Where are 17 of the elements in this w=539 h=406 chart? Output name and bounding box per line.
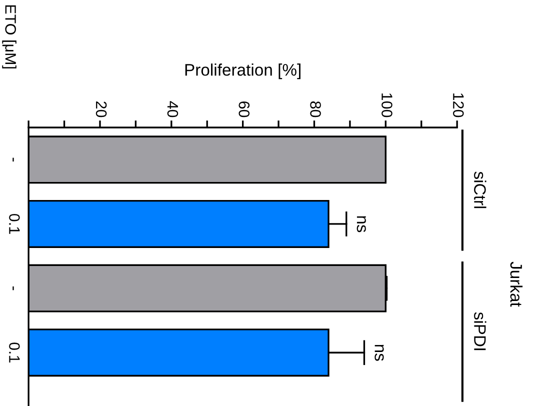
y-axis-title: ETO [μM]: [2, 5, 16, 68]
x-tick-label: 120: [452, 93, 464, 118]
y-tick-label: -: [12, 286, 14, 290]
x-axis-title: Proliferation [%]: [185, 64, 300, 80]
annotation: ns: [356, 216, 366, 232]
text: siCtrl: [474, 172, 486, 208]
y-tick-label: 0.1: [9, 342, 20, 362]
text: Jurkat: [510, 262, 523, 307]
y-tick-label: -: [12, 158, 14, 162]
x-tick-label: 80: [310, 101, 321, 118]
x-tick-label: 60: [238, 102, 250, 118]
x-tick-label: 40: [167, 101, 178, 118]
text: siPDI: [474, 312, 486, 350]
x-tick-label: 20: [96, 102, 107, 118]
annotation: ns: [374, 344, 384, 361]
y-tick-label: 0.1: [9, 214, 20, 234]
x-tick-label: 100: [382, 93, 392, 118]
